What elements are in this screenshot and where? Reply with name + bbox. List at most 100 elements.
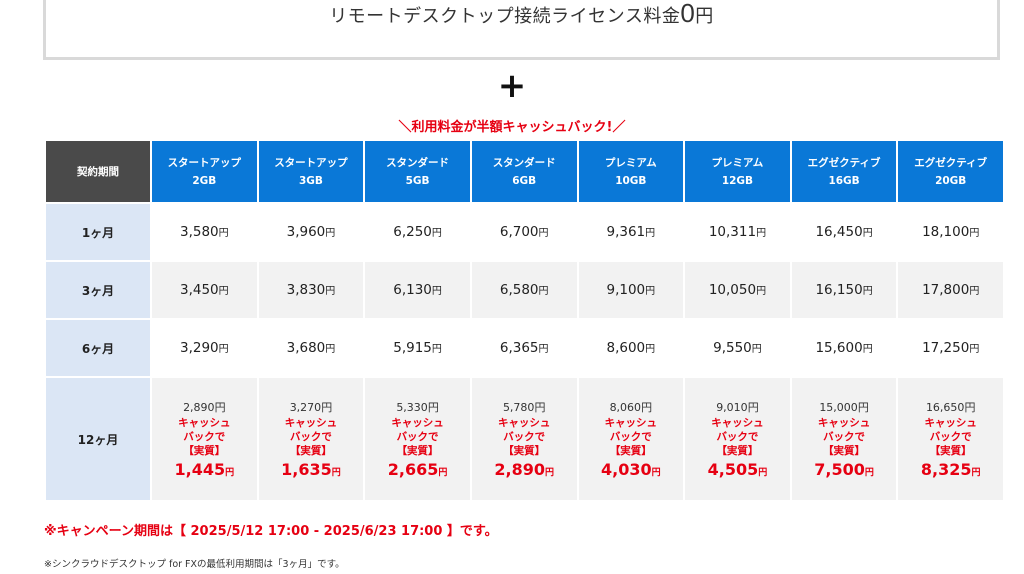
price-row-12-month: 12ヶ月 2,890円 キャッシュ バックで 【実質】 1,445円 3,270… [46, 376, 1003, 500]
pricing-table: 契約期間 スタートアップ 2GB スタートアップ 3GB スタンダード 5GB スタン… [44, 141, 1005, 500]
price-cell: 3,580円 [152, 202, 257, 260]
cashback-label: キャッシュ [284, 416, 338, 429]
plan-header: スタンダード 6GB [471, 141, 577, 202]
effective-price: 1,635円 [281, 459, 341, 479]
license-fee-box: リモートデスクトップ接続ライセンス料金0円 [43, 0, 1000, 60]
plan-header: スタートアップ 3GB [258, 141, 364, 202]
price-cell: 16,150円 [791, 260, 897, 318]
cashback-label: バックで [183, 430, 226, 443]
original-price: 5,780円 [502, 400, 546, 414]
cashback-label: 【実質】 [929, 444, 972, 457]
cashback-label: バックで [396, 430, 439, 443]
price-cell: 3,960円 [258, 202, 364, 260]
original-price: 8,060円 [609, 400, 653, 414]
price-cell: 17,250円 [898, 318, 1003, 376]
original-price: 2,890円 [183, 400, 226, 414]
effective-price: 8,325円 [920, 459, 981, 479]
price-cell: 18,100円 [898, 202, 1003, 260]
cashback-label: バックで [503, 430, 546, 443]
plan-size: 20GB [935, 174, 967, 187]
cashback-label: 【実質】 [183, 444, 226, 457]
plus-symbol: + [497, 66, 527, 106]
original-price: 3,270円 [289, 400, 333, 414]
plan-header: プレミアム 10GB [578, 141, 684, 202]
period-cell: 1ヶ月 [46, 202, 150, 260]
price-cell: 6,130円 [365, 260, 470, 318]
cashback-label: キャッシュ [924, 416, 977, 429]
campaign-period-notice: ※キャンペーン期間は【 2025/5/12 17:00 - 2025/6/23 … [44, 524, 498, 539]
price-cell-cashback: 16,650円 キャッシュ バックで 【実質】 8,325円 [898, 376, 1003, 500]
plan-header: スタートアップ 2GB [152, 141, 257, 202]
cashback-label: バックで [609, 430, 652, 443]
plan-name: スタンダード [386, 156, 450, 169]
cashback-label: バックで [716, 430, 759, 443]
price-cell-cashback: 15,000円 キャッシュ バックで 【実質】 7,500円 [791, 376, 897, 500]
plan-size: 2GB [192, 174, 217, 187]
cashback-promo-heading: ＼利用料金が半額キャッシュバック!／ [398, 120, 626, 135]
price-cell: 3,830円 [258, 260, 364, 318]
price-cell: 10,311円 [685, 202, 790, 260]
period-cell: 3ヶ月 [46, 260, 150, 318]
license-fee-label: リモートデスクトップ接続ライセンス料金 [329, 6, 681, 27]
plan-name: スタートアップ [167, 156, 242, 169]
cashback-label: バックで [289, 430, 332, 443]
cashback-label: 【実質】 [396, 444, 439, 457]
price-row-6-month: 6ヶ月 3,290円 3,680円 5,915円 6,365円 8,600円 9… [46, 318, 1003, 376]
price-cell-cashback: 9,010円 キャッシュ バックで 【実質】 4,505円 [685, 376, 790, 500]
cashback-label: キャッシュ [497, 416, 551, 429]
price-cell: 16,450円 [791, 202, 897, 260]
cashback-label: キャッシュ [604, 416, 658, 429]
effective-price: 7,500円 [814, 459, 874, 479]
price-cell: 6,250円 [365, 202, 470, 260]
price-cell: 9,550円 [685, 318, 790, 376]
plan-size: 5GB [405, 174, 430, 187]
plan-name: スタートアップ [274, 156, 348, 169]
effective-price: 4,505円 [707, 459, 768, 479]
minimum-period-footnote: ※シンクラウドデスクトップ for FXの最低利用期間は「3ヶ月」です。 [44, 559, 345, 570]
license-fee-text: リモートデスクトップ接続ライセンス料金0円 [46, 0, 997, 29]
price-cell: 9,100円 [578, 260, 684, 318]
plan-size: 16GB [828, 174, 860, 187]
price-cell: 10,050円 [685, 260, 790, 318]
cashback-label: キャッシュ [391, 416, 444, 429]
plan-header: エグゼクティブ 20GB [898, 141, 1003, 202]
price-cell: 17,800円 [898, 260, 1003, 318]
price-cell-cashback: 2,890円 キャッシュ バックで 【実質】 1,445円 [152, 376, 257, 500]
price-cell-cashback: 5,330円 キャッシュ バックで 【実質】 2,665円 [365, 376, 470, 500]
price-cell: 3,450円 [152, 260, 257, 318]
license-fee-amount: 0 [680, 0, 696, 28]
cashback-label: キャッシュ [817, 416, 871, 429]
cashback-label: バックで [823, 430, 866, 443]
plan-size: 6GB [512, 174, 537, 187]
original-price: 5,330円 [396, 400, 439, 414]
cashback-label: キャッシュ [711, 416, 764, 429]
plan-size: 10GB [615, 174, 647, 187]
cashback-label: 【実質】 [289, 444, 332, 457]
price-cell-cashback: 3,270円 キャッシュ バックで 【実質】 1,635円 [258, 376, 364, 500]
license-fee-unit: 円 [695, 6, 714, 27]
plan-name: エグゼクティブ [914, 156, 988, 169]
plan-header: プレミアム 12GB [685, 141, 790, 202]
price-cell-cashback: 8,060円 キャッシュ バックで 【実質】 4,030円 [578, 376, 684, 500]
effective-price: 4,030円 [601, 459, 661, 479]
price-cell: 6,700円 [471, 202, 577, 260]
plan-name: プレミアム [711, 156, 764, 169]
price-cell: 3,680円 [258, 318, 364, 376]
effective-price: 1,445円 [174, 459, 235, 479]
period-cell: 12ヶ月 [46, 376, 150, 500]
price-row-1-month: 1ヶ月 3,580円 3,960円 6,250円 6,700円 9,361円 1… [46, 202, 1003, 260]
plan-name: エグゼクティブ [807, 156, 881, 169]
price-cell: 8,600円 [578, 318, 684, 376]
cashback-label: 【実質】 [823, 444, 866, 457]
price-cell: 6,580円 [471, 260, 577, 318]
effective-price: 2,890円 [494, 459, 554, 479]
cashback-label: バックで [929, 430, 972, 443]
pricing-header-row: 契約期間 スタートアップ 2GB スタートアップ 3GB スタンダード 5GB スタン… [46, 141, 1003, 202]
cashback-label: キャッシュ [178, 416, 231, 429]
price-cell: 15,600円 [791, 318, 897, 376]
original-price: 9,010円 [716, 400, 759, 414]
effective-price: 2,665円 [387, 459, 448, 479]
period-header: 契約期間 [46, 141, 150, 202]
plan-header: エグゼクティブ 16GB [791, 141, 897, 202]
price-row-3-month: 3ヶ月 3,450円 3,830円 6,130円 6,580円 9,100円 1… [46, 260, 1003, 318]
